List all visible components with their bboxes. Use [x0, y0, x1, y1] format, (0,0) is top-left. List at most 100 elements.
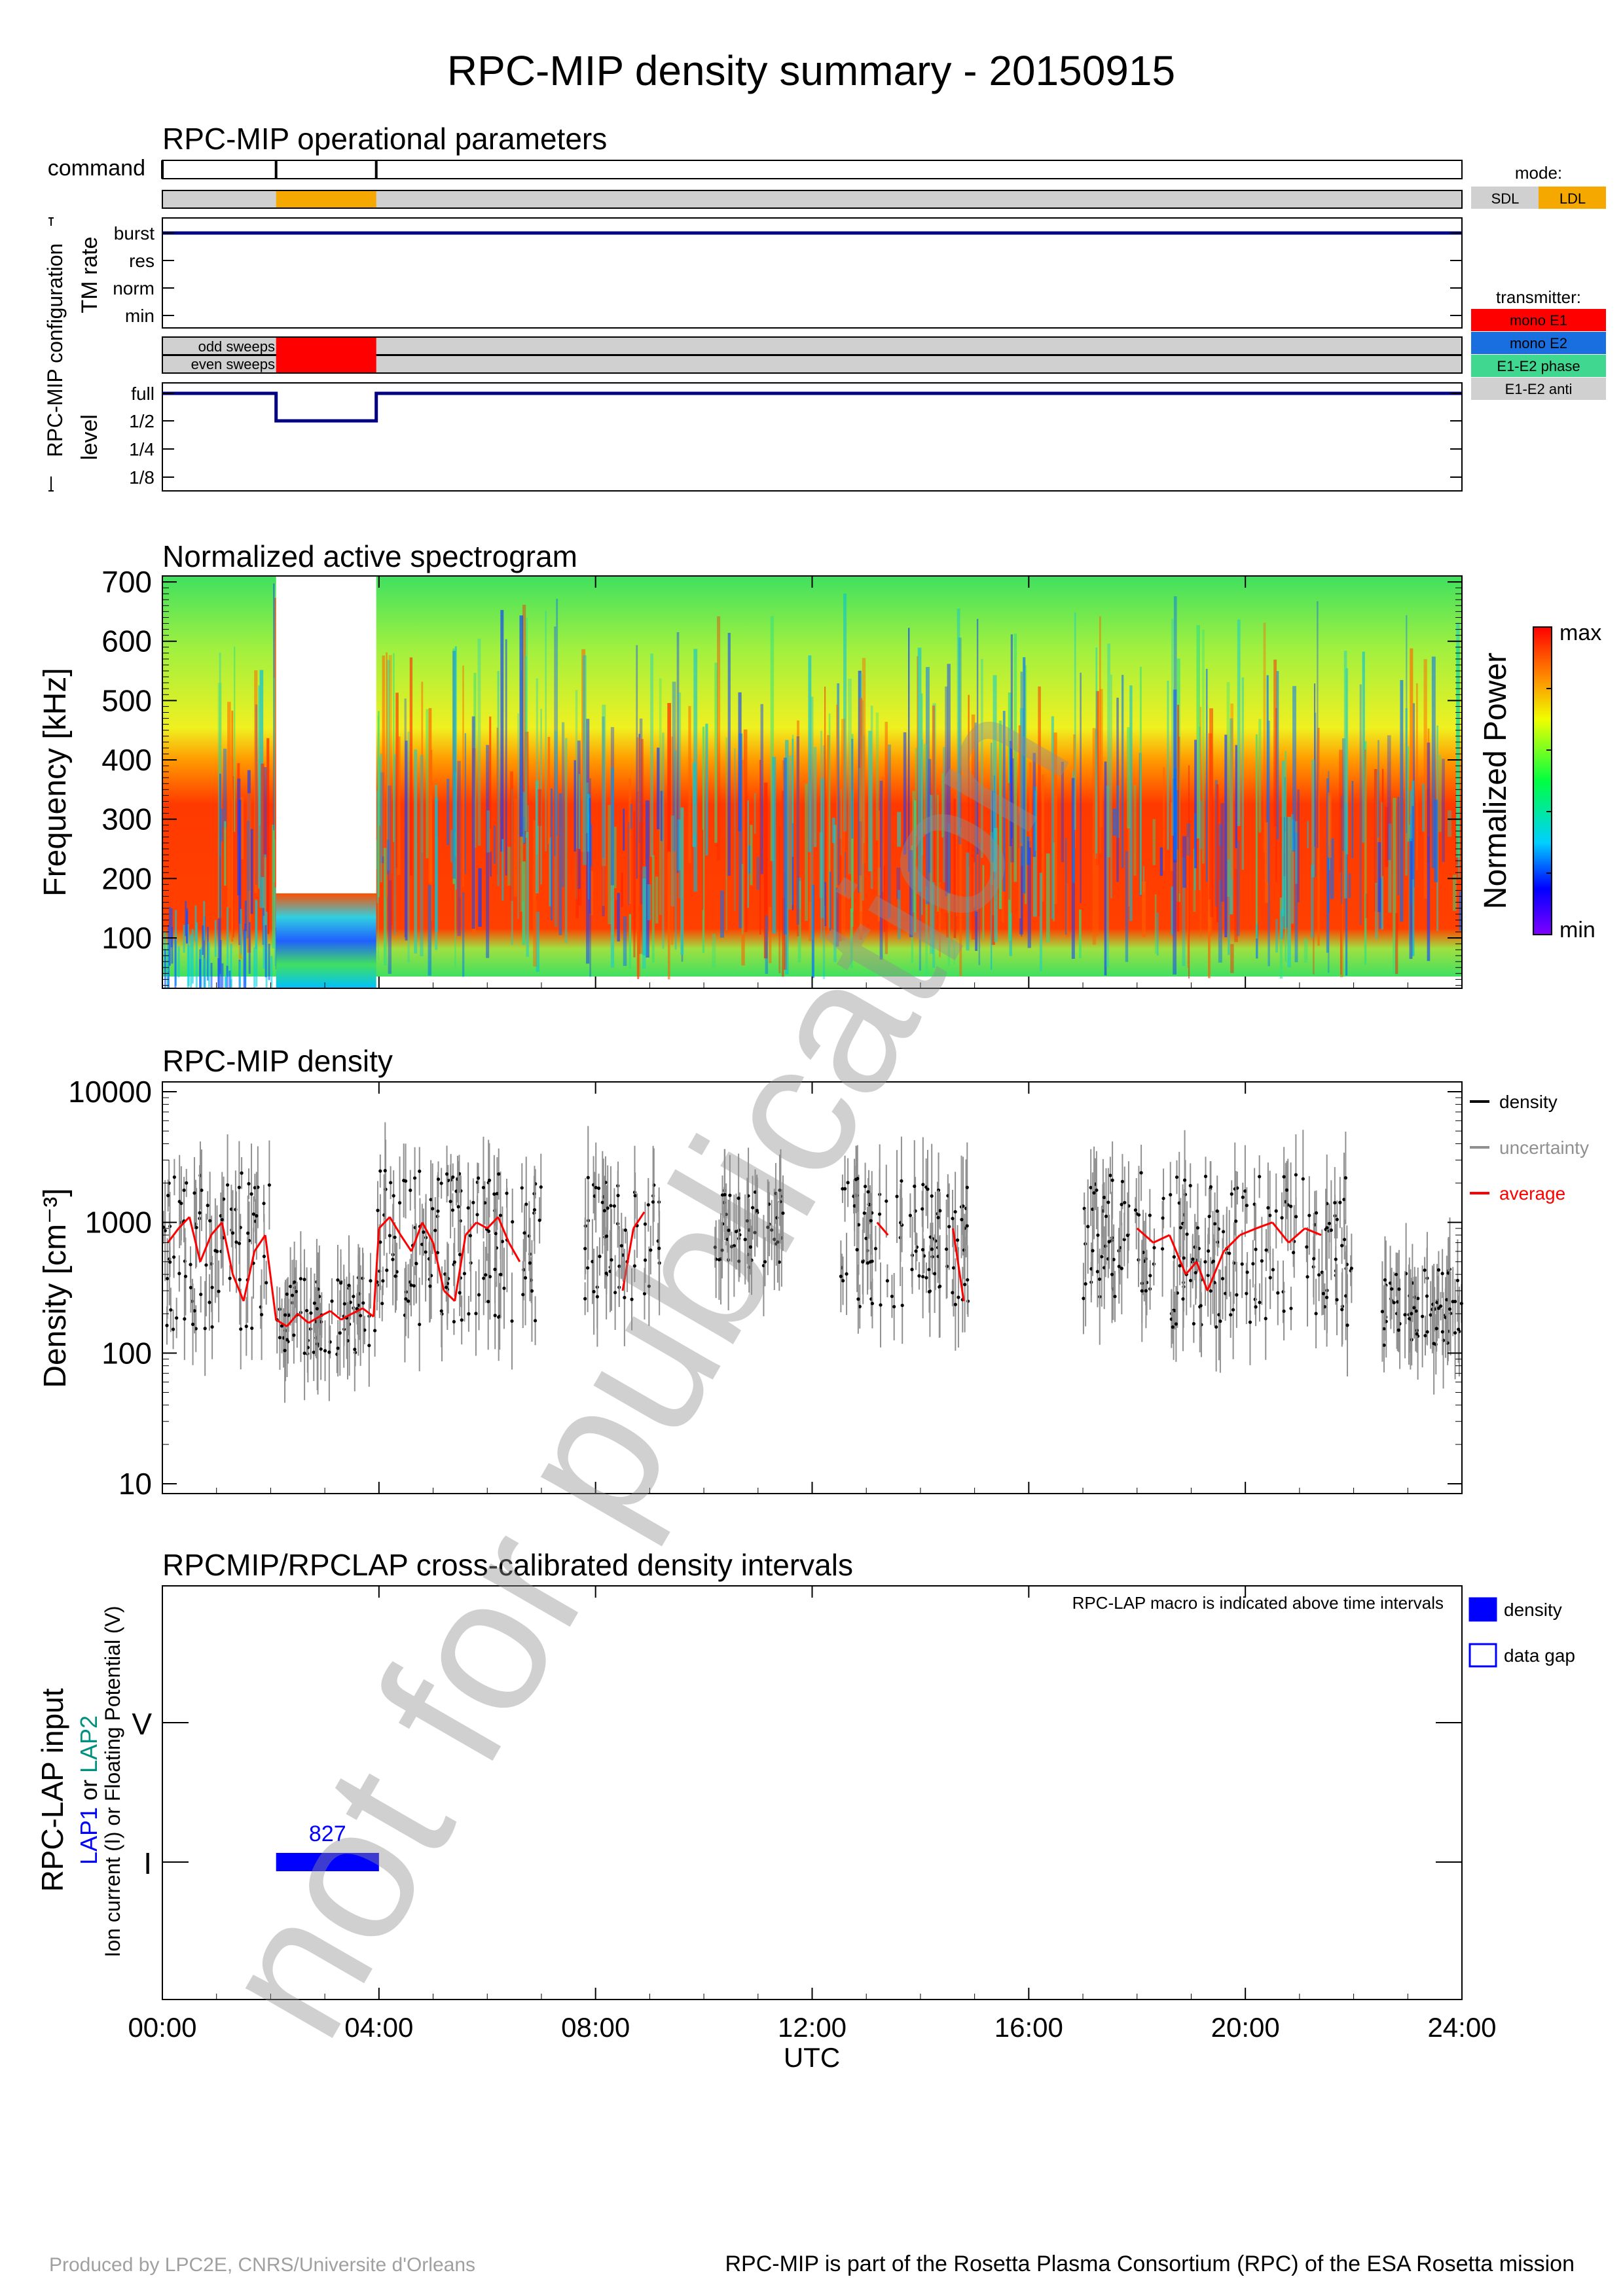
spectrogram-streak — [397, 736, 401, 876]
density-point — [539, 1185, 543, 1189]
density-point — [458, 1291, 462, 1295]
spectrogram-streak — [259, 759, 261, 826]
density-point — [166, 1276, 170, 1281]
density-point — [412, 1176, 417, 1180]
density-point — [642, 1292, 647, 1296]
density-point — [385, 1268, 389, 1272]
spectrogram-streak — [1427, 742, 1431, 961]
average-segment — [232, 1274, 245, 1302]
density-point — [1243, 1189, 1247, 1193]
density-point — [199, 1293, 203, 1297]
spectrogram-streak — [255, 900, 258, 987]
density-point — [414, 1261, 418, 1265]
spectrogram-streak — [879, 780, 883, 960]
spectrogram-ldl-block — [276, 893, 376, 988]
spectrogram-streak — [511, 789, 513, 945]
spectrogram-streak — [1187, 836, 1190, 968]
density-point — [1314, 1211, 1319, 1215]
density-point — [1234, 1219, 1238, 1223]
spectrogram-streak — [1397, 797, 1400, 895]
transmitter-legend-swatch — [1471, 355, 1606, 377]
density-point — [1240, 1262, 1244, 1266]
spectrogram-streak — [811, 696, 814, 940]
spectrogram-streak — [386, 840, 390, 874]
spectrogram-streak — [797, 880, 801, 963]
density-point — [391, 1257, 395, 1261]
spectrogram-streak — [1074, 612, 1076, 830]
density-point — [1455, 1278, 1460, 1283]
spectrogram-panel: Normalized active spectrogram — [38, 539, 1601, 989]
average-segment — [497, 1216, 510, 1244]
spectrogram-streak — [177, 946, 180, 978]
spectrogram-streak — [1412, 780, 1415, 956]
utc-tick-label: 24:00 — [1427, 2012, 1496, 2043]
spectrogram-streak — [1448, 810, 1452, 837]
spectrogram-streak — [928, 759, 932, 873]
spectrogram-streak — [628, 822, 630, 905]
spectrogram-streak — [629, 778, 632, 905]
density-point — [753, 1230, 757, 1234]
spectrogram-streak — [978, 842, 981, 965]
average-segment — [253, 1234, 266, 1252]
spectrogram-streak — [1129, 685, 1133, 922]
spectrogram-streak — [903, 732, 907, 855]
spectrogram-streak — [404, 698, 407, 938]
density-point — [1084, 1282, 1087, 1286]
spectrogram-streak — [714, 662, 718, 843]
spectrogram-streak — [1281, 761, 1285, 916]
mode-legend-swatch — [1471, 187, 1539, 209]
spectrogram-streak — [558, 793, 562, 935]
spectrogram-streak — [240, 908, 242, 954]
average-segment — [1256, 1221, 1273, 1230]
spectrogram-streak — [1139, 666, 1142, 895]
density-point — [452, 1319, 456, 1323]
spectrogram-streak — [1442, 759, 1445, 863]
spectrogram-y-tick-label: 300 — [101, 802, 152, 836]
spectrogram-streak — [547, 736, 551, 844]
command-label: command — [48, 156, 145, 181]
spectrogram-streak — [1034, 791, 1037, 852]
density-point — [938, 1209, 942, 1213]
density-title: RPC-MIP density — [162, 1044, 393, 1078]
spectrogram-streak — [741, 760, 745, 966]
spectrogram-streaks — [164, 583, 1462, 988]
spectrogram-streak — [1452, 874, 1457, 911]
spectrogram-streak — [993, 675, 997, 872]
spectrogram-streak — [247, 793, 251, 953]
spectrogram-streak — [388, 655, 392, 880]
density-point — [327, 1350, 331, 1354]
spectrogram-streak — [1170, 802, 1174, 871]
density-point — [1231, 1308, 1235, 1312]
density-point — [528, 1261, 532, 1265]
lap-title: RPCMIP/RPCLAP cross-calibrated density i… — [162, 1548, 853, 1582]
density-point — [745, 1219, 749, 1223]
density-point — [630, 1297, 634, 1301]
average-segment — [389, 1216, 402, 1236]
density-point — [204, 1263, 208, 1267]
level-tick-label: full — [131, 384, 155, 404]
spectrogram-streak — [253, 947, 256, 988]
spectrogram-streak — [615, 900, 619, 929]
spectrogram-streak — [1427, 728, 1430, 836]
density-point — [1171, 1325, 1175, 1329]
density-point — [623, 1228, 627, 1232]
spectrogram-streak — [240, 797, 244, 859]
spectrogram-streak — [228, 971, 231, 988]
density-point — [1104, 1214, 1108, 1218]
density-point — [1230, 1192, 1233, 1196]
spectrogram-streak — [1230, 703, 1234, 879]
density-point — [604, 1271, 608, 1276]
mode-ldl-segment — [276, 191, 376, 207]
spectrogram-streak — [1287, 817, 1291, 968]
density-point — [914, 1249, 918, 1253]
density-point — [1123, 1200, 1127, 1205]
spectrogram-streak — [1061, 761, 1064, 863]
spectrogram-streak — [428, 885, 432, 976]
tm-tick-label: res — [129, 251, 155, 271]
density-point — [873, 1247, 878, 1251]
spectrogram-streak — [641, 739, 644, 871]
spectrogram-streak — [405, 740, 408, 941]
spectrogram-streak — [1377, 740, 1379, 838]
density-point — [1213, 1222, 1217, 1226]
spectrogram-streak — [1264, 822, 1268, 903]
